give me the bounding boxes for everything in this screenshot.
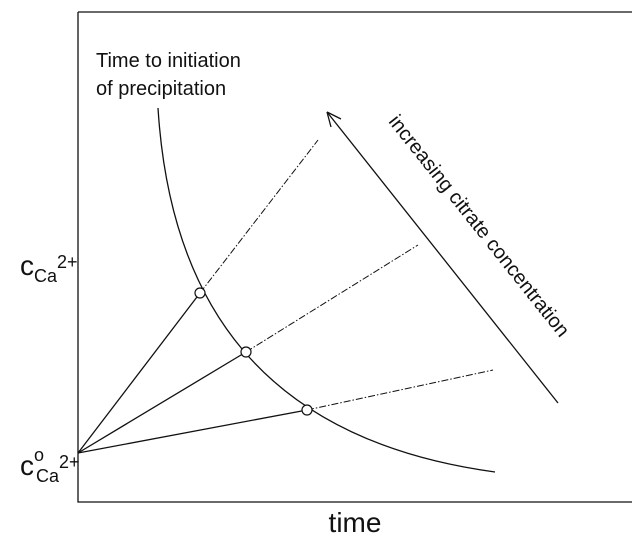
dash-dot-line <box>199 139 319 294</box>
superscript: o <box>34 445 44 465</box>
curve-label: of precipitation <box>96 78 226 100</box>
arrow-head <box>326 111 342 128</box>
solid-line <box>77 409 308 454</box>
y-label-bottom: co Ca2+ <box>20 445 80 486</box>
arrow <box>326 111 559 404</box>
point <box>301 404 313 416</box>
charge: 2+ <box>59 452 80 472</box>
arrow-shaft <box>326 111 559 404</box>
precipitation-curve <box>157 107 496 473</box>
curve-label: Time to initiation <box>96 50 241 72</box>
growth-lines <box>77 139 494 454</box>
dash-dot-line <box>245 244 419 353</box>
solid-line <box>77 292 201 454</box>
frame <box>77 11 632 503</box>
symbol: c <box>20 450 34 481</box>
solid-line <box>77 351 247 454</box>
point <box>194 287 206 299</box>
symbol: c <box>20 250 34 281</box>
intersection-points <box>194 287 313 416</box>
dash-dot-line <box>306 369 494 411</box>
y-label-top: cCa2+ <box>20 250 78 286</box>
x-axis-label: time <box>329 507 382 538</box>
point <box>240 346 252 358</box>
arrow-label: increasing citrate concentration <box>384 111 574 341</box>
subscript: Ca <box>36 466 60 486</box>
charge: 2+ <box>57 252 78 272</box>
subscript: Ca <box>34 266 58 286</box>
